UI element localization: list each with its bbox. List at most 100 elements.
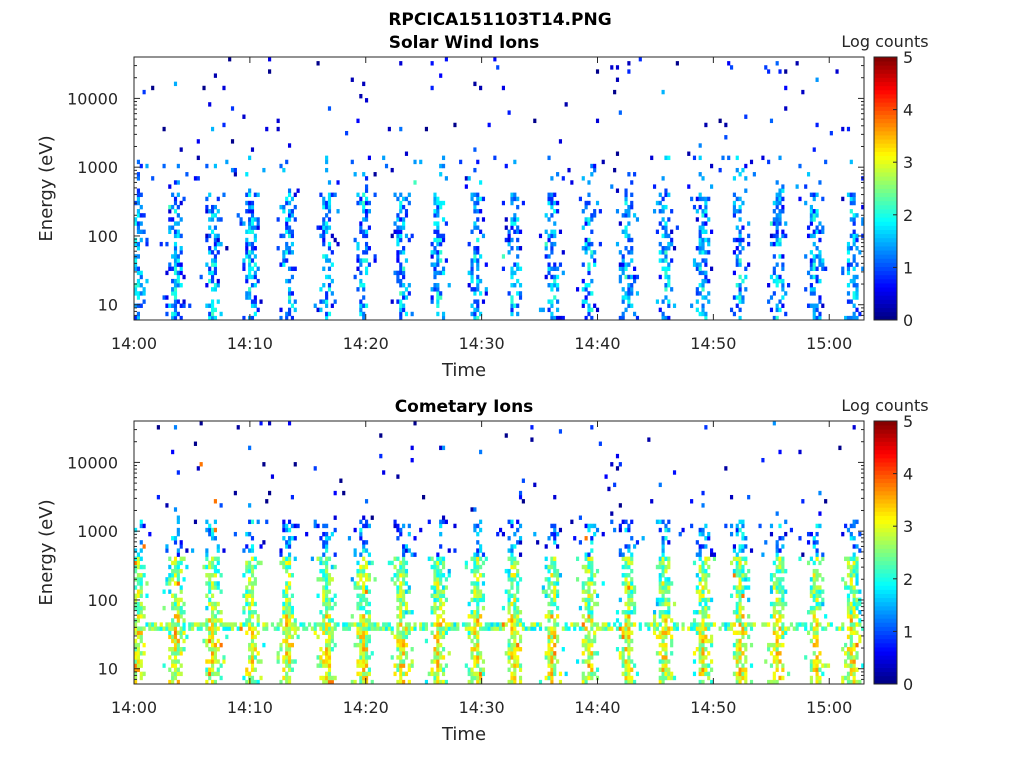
- heatmap-cell: [550, 581, 554, 586]
- heatmap-cell: [139, 303, 143, 308]
- heatmap-cell: [627, 638, 631, 644]
- heatmap-cell: [436, 560, 440, 566]
- heatmap-cell: [818, 560, 822, 566]
- heatmap-cell: [778, 597, 782, 603]
- heatmap-cell: [846, 614, 851, 619]
- heatmap-cell: [695, 589, 699, 594]
- heatmap-cell: [855, 589, 859, 594]
- heatmap-cell: [139, 630, 143, 635]
- heatmap-cell: [430, 262, 434, 267]
- heatmap-cell: [812, 667, 816, 672]
- x-tick-label: 14:30: [459, 334, 505, 353]
- heatmap-cell: [738, 556, 742, 562]
- heatmap-cell: [433, 671, 437, 677]
- heatmap-cell: [507, 556, 511, 562]
- heatmap-cell: [775, 548, 779, 553]
- heatmap-cell: [173, 258, 178, 263]
- heatmap-cell: [627, 630, 631, 635]
- heatmap-cell: [285, 655, 289, 660]
- heatmap-cell: [775, 61, 779, 66]
- heatmap-cell: [410, 233, 414, 239]
- heatmap-cell: [481, 597, 486, 603]
- heatmap-cell: [136, 192, 140, 198]
- heatmap-cell: [367, 577, 371, 582]
- heatmap-cell: [134, 217, 138, 222]
- heatmap-cell: [701, 311, 705, 317]
- colorbar-segment: [874, 470, 897, 475]
- heatmap-cell: [664, 229, 668, 234]
- heatmap-cell: [701, 176, 705, 181]
- colorbar-tick-label: 3: [903, 153, 913, 172]
- heatmap-cell: [265, 499, 269, 504]
- heatmap-cell: [815, 675, 819, 681]
- heatmap-cell: [136, 647, 140, 652]
- heatmap-cell: [248, 671, 252, 677]
- heatmap-cell: [787, 283, 791, 288]
- heatmap-cell: [618, 315, 622, 321]
- heatmap-cell: [593, 531, 597, 537]
- heatmap-cell: [245, 250, 249, 255]
- heatmap-cell: [430, 630, 434, 635]
- heatmap-cell: [701, 597, 705, 603]
- colorbar-segment: [874, 638, 897, 644]
- heatmap-cell: [450, 622, 454, 627]
- heatmap-cell: [507, 241, 511, 247]
- heatmap-cell: [664, 270, 668, 276]
- heatmap-cell: [658, 200, 662, 206]
- heatmap-cell: [362, 544, 366, 549]
- heatmap-cell: [162, 295, 166, 300]
- heatmap-cell: [176, 270, 180, 276]
- heatmap-cell: [176, 564, 180, 570]
- heatmap-cell: [467, 667, 471, 672]
- heatmap-cell: [364, 213, 369, 218]
- heatmap-cell: [250, 679, 255, 685]
- heatmap-cell: [513, 667, 517, 672]
- heatmap-cell: [282, 626, 286, 631]
- heatmap-cell: [778, 581, 782, 586]
- heatmap-cell: [322, 589, 326, 594]
- heatmap-cell: [139, 601, 143, 607]
- colorbar-segment: [874, 258, 897, 263]
- heatmap-cell: [325, 679, 329, 685]
- heatmap-cell: [544, 544, 548, 549]
- heatmap-cell: [664, 258, 668, 263]
- heatmap-cell: [433, 655, 437, 660]
- heatmap-cell: [735, 585, 739, 590]
- heatmap-cell: [698, 556, 702, 562]
- heatmap-cell: [621, 564, 625, 570]
- heatmap-cell: [664, 651, 668, 656]
- heatmap-cell: [812, 560, 816, 566]
- heatmap-cell: [590, 564, 594, 570]
- heatmap-cell: [855, 679, 859, 685]
- heatmap-cell: [396, 217, 400, 222]
- heatmap-cell: [855, 573, 859, 578]
- heatmap-cell: [664, 577, 668, 582]
- heatmap-cell: [812, 258, 816, 263]
- colorbar-tick-label: 0: [903, 675, 913, 694]
- heatmap-cell: [139, 213, 143, 218]
- heatmap-cell: [173, 266, 178, 271]
- heatmap-cell: [507, 655, 511, 660]
- heatmap-cell: [325, 258, 329, 263]
- heatmap-cell: [282, 630, 286, 635]
- heatmap-cell: [855, 564, 859, 570]
- heatmap-cell: [364, 200, 369, 206]
- heatmap-cell: [407, 630, 411, 635]
- heatmap-cell: [364, 250, 369, 255]
- heatmap-cell: [775, 630, 779, 635]
- heatmap-cell: [476, 283, 480, 288]
- heatmap-cell: [809, 638, 813, 644]
- heatmap-cell: [290, 233, 294, 239]
- heatmap-cell: [624, 196, 628, 202]
- heatmap-cell: [664, 254, 668, 259]
- heatmap-cell: [681, 626, 685, 631]
- heatmap-cell: [325, 622, 329, 627]
- heatmap-cell: [581, 597, 585, 603]
- heatmap-cell: [553, 630, 557, 635]
- heatmap-cell: [396, 237, 400, 243]
- heatmap-cell: [516, 642, 520, 648]
- heatmap-cell: [732, 585, 736, 590]
- figure-title: RPCICA151103T14.PNG: [388, 10, 611, 30]
- heatmap-cell: [518, 283, 523, 288]
- heatmap-cell: [313, 622, 317, 627]
